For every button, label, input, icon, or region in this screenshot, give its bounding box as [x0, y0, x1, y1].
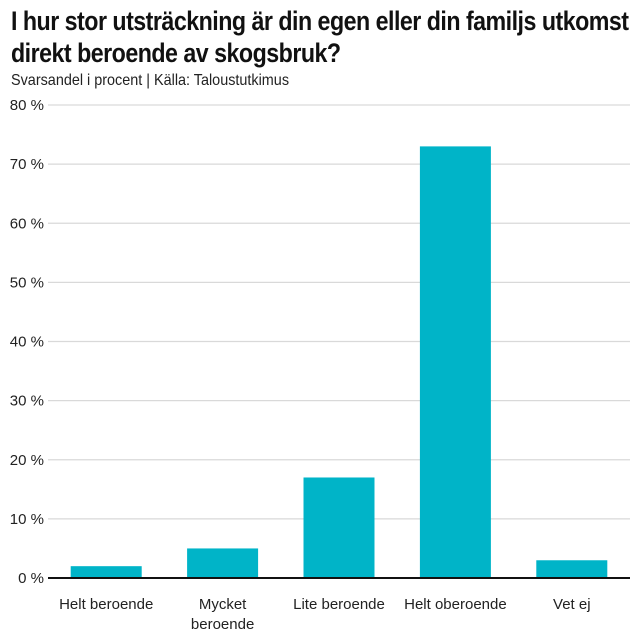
chart-title: I hur stor utsträckning är din egen elle… — [11, 6, 629, 68]
x-tick-label: Helt beroende — [59, 596, 153, 613]
y-tick-label: 20 % — [10, 452, 44, 469]
y-tick-label: 30 % — [10, 393, 44, 410]
bar — [303, 477, 375, 578]
bar — [419, 146, 491, 578]
x-tick-label: Mycket — [199, 596, 247, 613]
y-tick-label: 0 % — [18, 570, 44, 587]
y-tick-label: 10 % — [10, 511, 44, 528]
y-tick-label: 70 % — [10, 156, 44, 173]
y-tick-label: 40 % — [10, 334, 44, 351]
x-tick-label: Vet ej — [553, 596, 591, 613]
x-tick-label: beroende — [191, 616, 254, 633]
bar — [187, 548, 259, 578]
bar — [70, 566, 142, 578]
chart-subtitle: Svarsandel i procent | Källa: Taloustutk… — [11, 72, 290, 89]
y-tick-label: 80 % — [10, 97, 44, 114]
y-tick-label: 60 % — [10, 215, 44, 232]
bar — [536, 560, 608, 578]
x-tick-label: Helt oberoende — [404, 596, 507, 613]
y-tick-label: 50 % — [10, 274, 44, 291]
x-tick-label: Lite beroende — [293, 596, 385, 613]
